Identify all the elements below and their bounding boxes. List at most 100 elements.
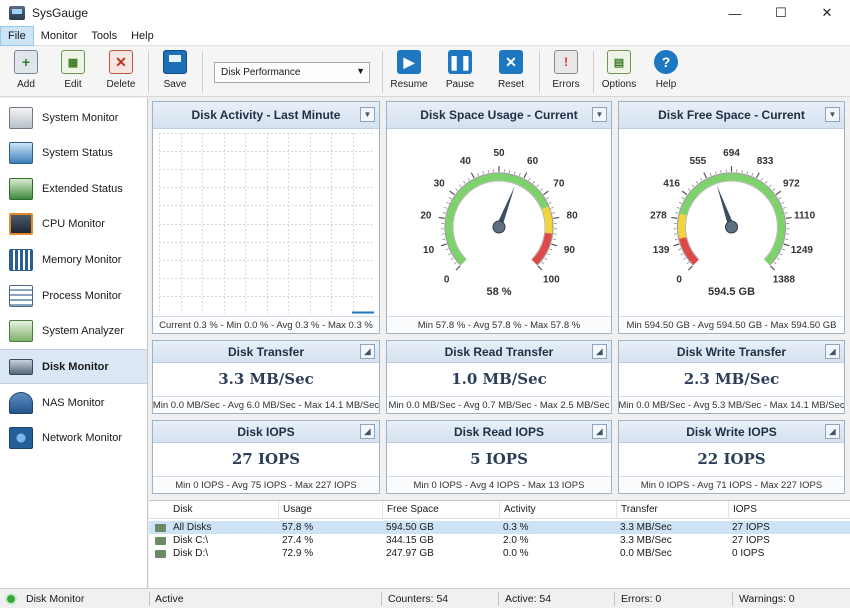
- gauge-tick-label: 972: [783, 179, 800, 190]
- gauge-tick-label: 10: [423, 245, 435, 256]
- save-icon: [163, 50, 187, 74]
- gauge-minor-tick: [459, 184, 462, 188]
- disk-iops-panel: Disk IOPS ◢ 27 IOPS Min 0 IOPS - Avg 75 …: [152, 420, 380, 494]
- maximize-button[interactable]: ☐: [775, 5, 787, 20]
- column-header-activity[interactable]: Activity: [499, 501, 615, 519]
- table-row[interactable]: Disk C:\ 27.4 % 344.15 GB 2.0 % 3.3 MB/S…: [149, 534, 850, 547]
- disk-read-transfer-footer: Min 0.0 MB/Sec - Avg 0.7 MB/Sec - Max 2.…: [387, 396, 611, 413]
- gauge-minor-tick: [444, 206, 448, 209]
- chart-toggle-button[interactable]: ◢: [592, 344, 607, 359]
- sidebar-item-cpu-monitor[interactable]: CPU Monitor: [0, 206, 147, 241]
- gauge-minor-tick: [442, 238, 446, 241]
- gauge-minor-tick: [447, 253, 451, 256]
- sidebar-item-nas-monitor[interactable]: NAS Monitor: [0, 385, 147, 420]
- save-label: Save: [163, 79, 187, 90]
- gauge-minor-tick: [541, 261, 544, 265]
- disk-activity-panel: Disk Activity - Last Minute ▼ Current 0.…: [152, 101, 380, 334]
- menu-file[interactable]: File: [0, 25, 34, 46]
- gauge-minor-tick: [463, 180, 466, 184]
- gauge-minor-tick: [674, 238, 678, 241]
- close-button[interactable]: ✕: [821, 5, 833, 20]
- gauge-tick: [783, 243, 790, 247]
- sidebar-item-disk-monitor[interactable]: Disk Monitor: [0, 349, 147, 384]
- gauge-tick: [438, 216, 445, 219]
- sidebar-item-process-monitor[interactable]: Process Monitor: [0, 278, 147, 313]
- disk-read-transfer-title: Disk Read Transfer: [444, 344, 554, 359]
- chart-toggle-button[interactable]: ◢: [825, 344, 840, 359]
- gauge-minor-tick: [683, 257, 687, 260]
- table-cell-disk: All Disks: [173, 522, 212, 533]
- gauge-minor-tick: [678, 201, 682, 204]
- gauge-tick-label: 50: [493, 148, 505, 159]
- gauge-band-red: [531, 232, 553, 265]
- gauge-minor-tick: [549, 248, 553, 251]
- gauge-minor-tick: [714, 171, 717, 175]
- edit-button[interactable]: ▦ Edit: [51, 50, 95, 94]
- save-button[interactable]: Save: [153, 50, 197, 94]
- sidebar-item-label: CPU Monitor: [42, 217, 105, 230]
- sidebar-item-label: Extended Status: [42, 182, 123, 195]
- disk-space-usage-footer: Min 57.8 % - Avg 57.8 % - Max 57.8 %: [387, 316, 611, 333]
- menu-monitor[interactable]: Monitor: [40, 29, 78, 42]
- gauge-minor-tick: [691, 184, 695, 188]
- chart-toggle-button[interactable]: ◢: [360, 344, 375, 359]
- table-row[interactable]: Disk D:\ 72.9 % 247.97 GB 0.0 % 0.0 MB/S…: [149, 547, 850, 560]
- errors-button[interactable]: ! Errors: [544, 50, 588, 94]
- pause-button[interactable]: ❚❚ Pause: [438, 50, 482, 94]
- disk-transfer-panel: Disk Transfer ◢ 3.3 MB/Sec Min 0.0 MB/Se…: [152, 340, 380, 414]
- reset-label: Reset: [497, 79, 525, 90]
- menu-tools[interactable]: Tools: [91, 29, 118, 42]
- table-cell-usage: 72.9 %: [282, 548, 314, 559]
- chevron-down-icon: ▼: [356, 66, 365, 76]
- table-row[interactable]: All Disks 57.8 % 594.50 GB 0.3 % 3.3 MB/…: [149, 521, 850, 534]
- gauge-minor-tick: [552, 238, 556, 241]
- chart-toggle-button[interactable]: ◢: [360, 424, 375, 439]
- column-header-iops[interactable]: IOPS: [728, 501, 850, 519]
- sidebar-item-extended-status[interactable]: Extended Status: [0, 171, 147, 206]
- chart-toggle-button[interactable]: ◢: [825, 424, 840, 439]
- panel-menu-button[interactable]: ▼: [825, 107, 840, 122]
- resume-button[interactable]: ▶ Resume: [387, 50, 431, 94]
- sidebar-item-system-analyzer[interactable]: System Analyzer: [0, 313, 147, 348]
- gauge-minor-tick: [781, 248, 785, 251]
- gauge-minor-tick: [536, 184, 539, 188]
- sidebar-item-network-monitor[interactable]: Network Monitor: [0, 420, 147, 455]
- disk-iops-title: Disk IOPS: [237, 424, 295, 439]
- sidebar-item-system-status[interactable]: System Status: [0, 135, 147, 170]
- sidebar-item-system-monitor[interactable]: System Monitor: [0, 100, 147, 135]
- column-header-disk[interactable]: Disk: [173, 504, 193, 515]
- disk-transfer-footer: Min 0.0 MB/Sec - Avg 6.0 MB/Sec - Max 14…: [153, 396, 379, 413]
- menu-help[interactable]: Help: [131, 29, 154, 42]
- process-icon: [9, 284, 33, 307]
- disk-space-usage-value: 58 %: [486, 286, 512, 298]
- reset-icon: ✕: [499, 50, 523, 74]
- disk-write-transfer-value: 2.3 MB/Sec: [683, 370, 780, 388]
- reset-button[interactable]: ✕ Reset: [489, 50, 533, 94]
- chart-toggle-button[interactable]: ◢: [592, 424, 607, 439]
- delete-button[interactable]: ✕ Delete: [99, 50, 143, 94]
- table-header: Disk Usage Free Space Activity Transfer …: [149, 501, 850, 519]
- gauge-tick-label: 1388: [773, 274, 796, 285]
- add-button[interactable]: + Add: [4, 50, 48, 94]
- gauge-minor-tick: [446, 201, 450, 204]
- gauge-tick-label: 80: [567, 210, 579, 221]
- column-header-transfer[interactable]: Transfer: [616, 501, 727, 519]
- disk-icon: [9, 358, 33, 375]
- panel-menu-button[interactable]: ▼: [592, 107, 607, 122]
- gauge-minor-tick: [741, 169, 743, 174]
- help-button[interactable]: ? Help: [644, 50, 688, 94]
- profile-select[interactable]: Disk Performance ▼: [214, 62, 370, 83]
- title-bar: SysGauge — ☐ ✕: [0, 0, 850, 26]
- column-header-usage[interactable]: Usage: [278, 501, 381, 519]
- network-icon: [9, 426, 33, 449]
- options-button[interactable]: ▤ Options: [597, 50, 641, 94]
- minimize-button[interactable]: —: [728, 5, 742, 21]
- status-counters: Counters: 54: [388, 593, 449, 605]
- disk-read-iops-value: 5 IOPS: [470, 450, 528, 468]
- column-header-free-space[interactable]: Free Space: [382, 501, 498, 519]
- panel-menu-button[interactable]: ▼: [360, 107, 375, 122]
- gauge-minor-tick: [785, 238, 789, 241]
- sidebar-item-memory-monitor[interactable]: Memory Monitor: [0, 242, 147, 277]
- disk-free-space-value: 594.5 GB: [707, 286, 756, 298]
